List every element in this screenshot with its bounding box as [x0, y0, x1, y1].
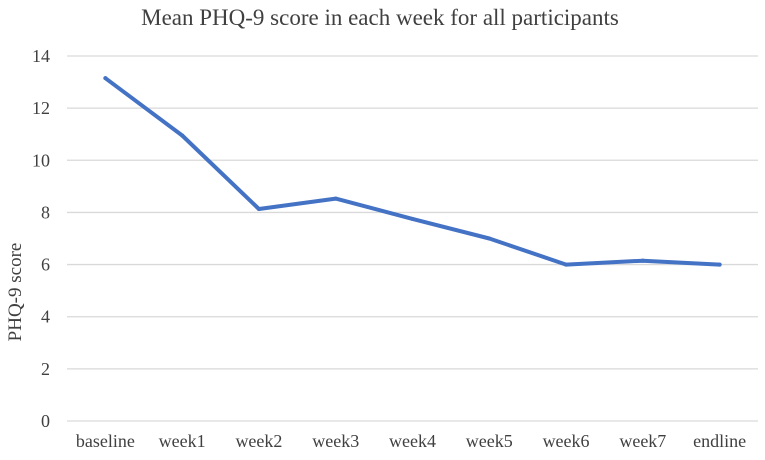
series-line: [103, 76, 722, 267]
x-tick-label: week3: [312, 431, 359, 451]
gridlines: [67, 55, 758, 422]
x-tick-label: week4: [389, 431, 436, 451]
y-tick-label: 4: [41, 307, 50, 327]
data-point: [256, 207, 261, 212]
data-point: [180, 133, 185, 138]
y-tick-label: 10: [32, 150, 50, 170]
y-tick-label: 12: [32, 98, 50, 118]
chart-title: Mean PHQ-9 score in each week for all pa…: [141, 5, 619, 30]
data-point: [487, 236, 492, 241]
y-tick-labels: 0 2 4 6 8 10 12 14: [32, 46, 50, 431]
data-point: [333, 196, 338, 201]
data-point: [410, 216, 415, 221]
y-tick-label: 0: [41, 411, 50, 431]
x-tick-label: endline: [693, 431, 746, 451]
x-tick-label: week2: [235, 431, 282, 451]
y-tick-label: 14: [32, 46, 50, 66]
data-point: [564, 262, 569, 267]
series-layer: [103, 76, 722, 267]
x-tick-label: week6: [543, 431, 590, 451]
y-tick-label: 6: [41, 255, 50, 275]
y-axis-title: PHQ-9 score: [5, 243, 26, 342]
x-tick-labels: baseline week1 week2 week3 week4 week5 week6 we…: [76, 431, 746, 451]
x-tick-label: week7: [619, 431, 666, 451]
x-tick-label: week5: [466, 431, 513, 451]
x-tick-label: week1: [159, 431, 206, 451]
data-point: [717, 262, 722, 267]
y-tick-label: 2: [41, 359, 50, 379]
x-tick-label: baseline: [76, 431, 135, 451]
data-point: [103, 76, 108, 81]
y-tick-label: 8: [41, 202, 50, 222]
data-point: [640, 258, 645, 263]
